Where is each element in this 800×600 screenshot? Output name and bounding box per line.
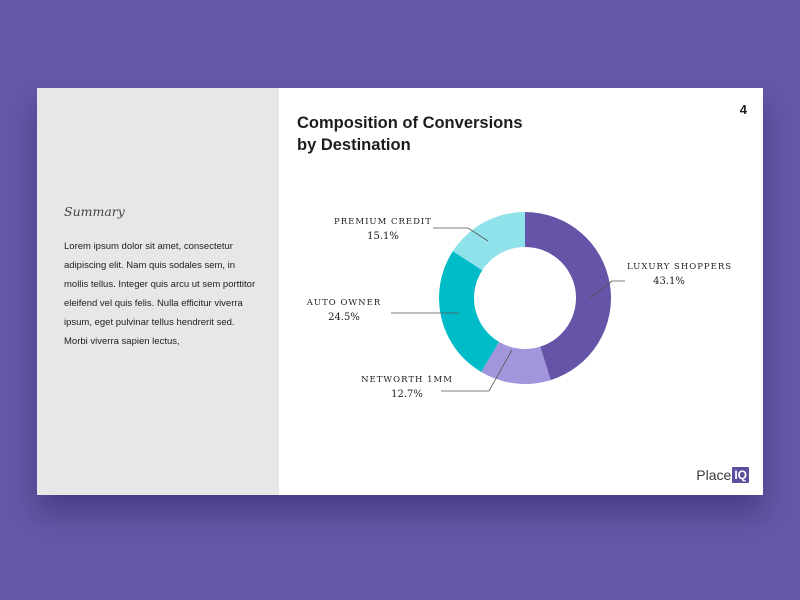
label-luxury-shoppers: LUXURY SHOPPERS xyxy=(627,262,732,272)
value-auto-owner: 24.5% xyxy=(328,312,360,323)
placeiq-logo: Place IQ xyxy=(696,466,749,483)
chart-title-line-2: by Destination xyxy=(297,136,411,154)
leader-line-networth-1mm xyxy=(441,349,513,392)
label-auto-owner: AUTO OWNER xyxy=(306,298,381,308)
leader-line-premium-credit xyxy=(433,227,489,242)
logo-wordmark: Place xyxy=(696,466,732,483)
value-networth-1mm: 12.7% xyxy=(391,389,423,400)
slice-luxury-shoppers xyxy=(525,212,611,381)
label-networth-1mm: NETWORTH 1MM xyxy=(361,375,453,385)
leader-line-luxury-shoppers xyxy=(589,280,625,299)
chart-title-line-1: Composition of Conversions xyxy=(297,114,523,132)
value-luxury-shoppers: 43.1% xyxy=(653,276,685,287)
slice-auto-owner xyxy=(439,251,500,373)
chart-title: Composition of Conversions by Destinatio… xyxy=(297,112,537,156)
slice-premium-credit xyxy=(452,212,525,271)
summary-body: Lorem ipsum dolor sit amet, consectetur … xyxy=(64,241,256,347)
slide: Summary Lorem ipsum dolor sit amet, cons… xyxy=(37,88,763,495)
summary-heading: Summary xyxy=(64,204,125,219)
summary-sidebar: Summary Lorem ipsum dolor sit amet, cons… xyxy=(37,88,279,495)
page-number: 4 xyxy=(739,102,747,117)
label-premium-credit: PREMIUM CREDIT xyxy=(334,217,432,227)
donut-chart: LUXURY SHOPPERS 43.1% NETWORTH 1MM 12.7% AUT… xyxy=(306,212,732,400)
logo-badge: IQ xyxy=(732,466,749,483)
value-premium-credit: 15.1% xyxy=(367,231,399,242)
